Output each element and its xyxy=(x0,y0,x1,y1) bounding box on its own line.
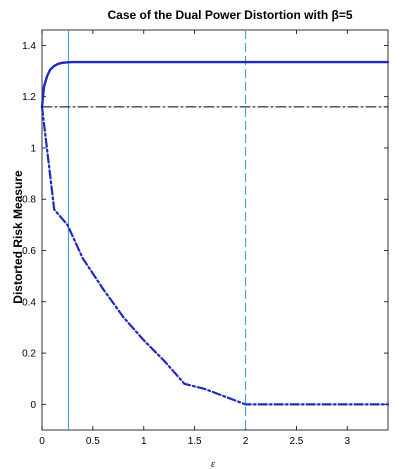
y-tick-label: 0.6 xyxy=(22,246,36,257)
y-tick-label: 1.2 xyxy=(22,92,36,103)
series-line-lower xyxy=(40,105,390,406)
y-tick-label: 0.4 xyxy=(22,297,36,308)
y-tick-label: 1.4 xyxy=(22,41,36,52)
y-tick-label: 0 xyxy=(30,400,36,411)
x-tick-label: 0.5 xyxy=(86,436,100,447)
x-tick-label: 1 xyxy=(141,436,147,447)
y-tick-label: 1 xyxy=(30,143,36,154)
x-tick-label: 2.5 xyxy=(289,436,303,447)
y-tick-label: 0.2 xyxy=(22,349,36,360)
x-tick-label: 1.5 xyxy=(188,436,202,447)
plot-frame xyxy=(41,29,389,431)
x-tick-label: 2 xyxy=(243,436,249,447)
x-axis-label: ε xyxy=(211,459,215,469)
plot-area: 0 0.5 1 1.5 2 2.5 3 0 0.2 0.4 0.6 0.8 1 1.2 1.4 xyxy=(22,29,390,447)
chart-title: Case of the Dual Power Distortion with β… xyxy=(107,8,352,22)
series-line-upper xyxy=(40,60,390,109)
y-tick-label: 0.8 xyxy=(22,195,36,206)
y-axis-label: Distorted Risk Measure xyxy=(11,170,25,304)
x-tick-label: 0 xyxy=(39,436,45,447)
x-tick-label: 3 xyxy=(345,436,351,447)
